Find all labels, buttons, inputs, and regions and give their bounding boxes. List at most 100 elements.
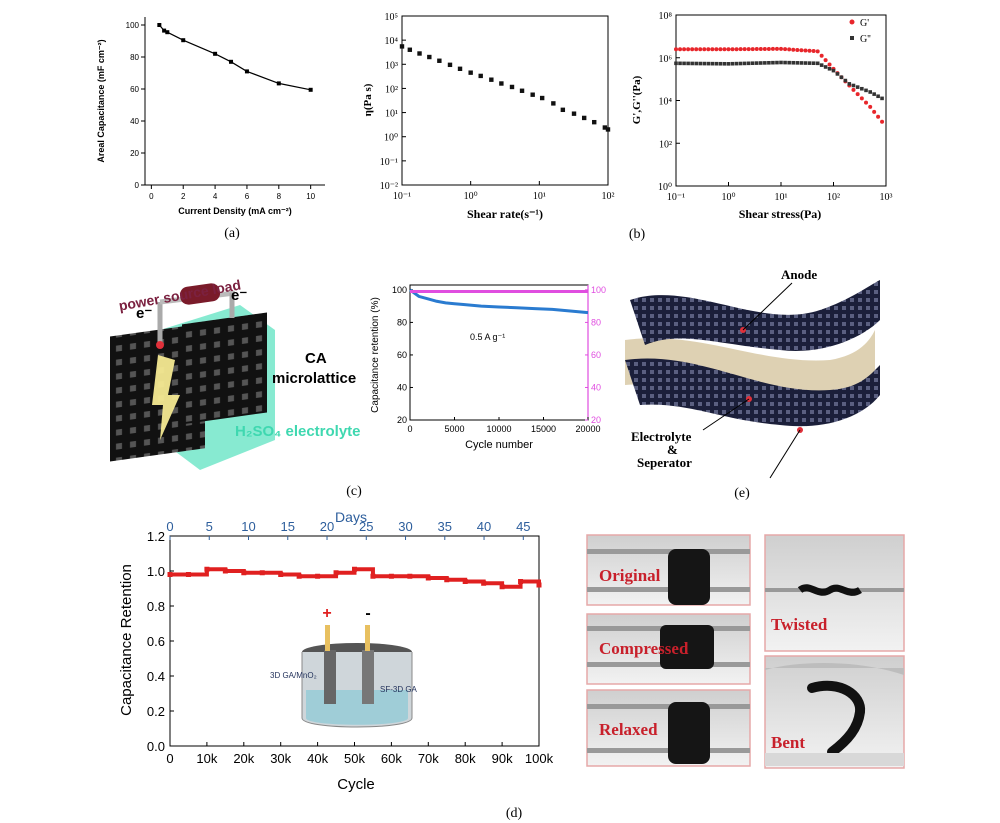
- b2-point-gprime: [783, 47, 788, 52]
- b2-point-gdoubleprime: [771, 60, 775, 65]
- b2-point-gprime: [855, 92, 860, 97]
- c-right-ytick-label: 20: [591, 415, 601, 425]
- chart-d-y-label: Capacitance Retention: [118, 564, 135, 716]
- b2-point-gdoubleprime: [835, 72, 840, 76]
- d-point: [333, 570, 339, 576]
- chart-c-frame: [409, 284, 589, 421]
- c-ytick-label: 60: [397, 350, 407, 360]
- d-point: [481, 580, 487, 586]
- b2-point-gprime: [787, 47, 792, 52]
- a-point: [181, 38, 186, 43]
- b2-point-gprime: [859, 96, 864, 101]
- chart-d-top-axis-label: Days: [335, 509, 367, 525]
- b2-ytick-label: 10⁰: [658, 182, 672, 193]
- b2-xtick-label: 10⁰: [721, 192, 735, 203]
- b1-point: [499, 81, 504, 86]
- schematic-e: Anode Electrolyte & Seperator: [625, 267, 880, 479]
- a-xtick-label: 10: [306, 192, 315, 201]
- a-xtick-label: 4: [213, 192, 218, 201]
- schematic-c: power source load e⁻ e⁻ CA microlattice …: [110, 277, 361, 470]
- b2-point-gdoubleprime: [775, 60, 779, 65]
- d-ytick-label: 0.6: [147, 634, 165, 649]
- cathode-leader: [769, 429, 801, 479]
- photo-label-original: Original: [599, 566, 661, 585]
- b2-point-gprime: [791, 47, 796, 52]
- b2-point-gprime: [706, 47, 711, 52]
- inset-left-label: 3D GA/MnO₂: [270, 671, 317, 680]
- d-point: [462, 579, 468, 584]
- b1-ytick-label: 10⁰: [384, 133, 398, 144]
- a-point: [165, 30, 170, 35]
- b1-point: [551, 101, 556, 106]
- b1-xtick-label: 10²: [602, 191, 615, 202]
- b1-ytick-label: 10⁴: [385, 36, 399, 47]
- b1-point: [437, 58, 442, 63]
- b2-point-gdoubleprime: [779, 60, 783, 65]
- a-xtick-label: 6: [245, 192, 250, 201]
- a-ytick-label: 40: [130, 117, 139, 126]
- d-point: [296, 573, 302, 579]
- electron-left-label: e⁻: [136, 305, 152, 322]
- terminal-right: [365, 625, 370, 651]
- contact-point: [156, 341, 164, 349]
- b2-point-gdoubleprime: [783, 60, 787, 65]
- terminal-plus-label: +: [322, 605, 331, 622]
- b2-point-gprime: [690, 47, 695, 52]
- d-xtick-label: 100k: [525, 751, 554, 766]
- d-top-tick-label: 25: [359, 519, 373, 534]
- chart-b2-y-label: G',G''(Pa): [631, 75, 643, 124]
- b2-point-gdoubleprime: [847, 82, 852, 86]
- b1-xtick-label: 10⁰: [464, 191, 478, 202]
- b1-point: [530, 92, 535, 97]
- b2-point-gdoubleprime: [880, 96, 884, 101]
- b2-point-gdoubleprime: [807, 61, 812, 65]
- b2-ytick-label: 10⁸: [659, 11, 673, 22]
- b1-point: [427, 54, 432, 60]
- b2-point-gprime: [819, 53, 824, 58]
- d-point: [315, 573, 321, 579]
- d-point: [407, 573, 413, 579]
- d-point: [278, 572, 284, 577]
- chart-a-x-label: Current Density (mA cm⁻²): [178, 206, 291, 216]
- b2-point-gprime: [714, 47, 719, 52]
- d-point: [444, 577, 450, 583]
- b2-point-gprime: [722, 47, 727, 52]
- d-point: [536, 582, 542, 588]
- b2-point-gdoubleprime: [827, 66, 832, 71]
- b1-point: [478, 73, 483, 79]
- b1-ytick-label: 10²: [385, 84, 398, 95]
- b2-point-gprime: [799, 48, 804, 53]
- electrode-left: [324, 650, 336, 704]
- microlattice-label: microlattice: [272, 370, 356, 387]
- photo-label-relaxed: Relaxed: [599, 720, 658, 739]
- b2-point-gdoubleprime: [831, 68, 836, 73]
- d-point: [241, 570, 247, 576]
- c-ytick-label: 20: [397, 415, 407, 425]
- b2-point-gdoubleprime: [690, 61, 694, 66]
- c-ytick-label: 100: [392, 285, 407, 295]
- panel-label-d: (d): [506, 806, 523, 821]
- chart-d-x-label: Cycle: [337, 776, 375, 793]
- b2-point-gdoubleprime: [726, 62, 731, 66]
- b2-point-gprime: [742, 47, 747, 52]
- anode-mesh: [630, 280, 880, 351]
- b2-point-gprime: [803, 48, 808, 53]
- b1-ytick-label: 10⁵: [385, 12, 399, 23]
- panel-label-b: (b): [629, 227, 646, 242]
- b1-ytick-label: 10¹: [385, 109, 398, 120]
- chart-b2-x-label: Shear stress(Pa): [739, 207, 822, 221]
- ampersand-label: &: [667, 442, 678, 457]
- d-xtick-label: 60k: [381, 751, 402, 766]
- b1-point: [509, 84, 515, 90]
- a-point: [157, 23, 162, 27]
- photo-label-twisted: Twisted: [771, 615, 828, 634]
- d-xtick-label: 90k: [492, 751, 513, 766]
- b2-xtick-label: 10¹: [775, 192, 788, 203]
- d-top-tick-label: 20: [320, 519, 334, 534]
- d-xtick-label: 0: [166, 751, 173, 766]
- b2-point-gprime: [876, 114, 881, 119]
- b2-point-gprime: [823, 58, 828, 63]
- b2-point-gprime: [807, 48, 812, 53]
- b2-point-gdoubleprime: [823, 65, 828, 69]
- b2-point-gdoubleprime: [694, 61, 698, 66]
